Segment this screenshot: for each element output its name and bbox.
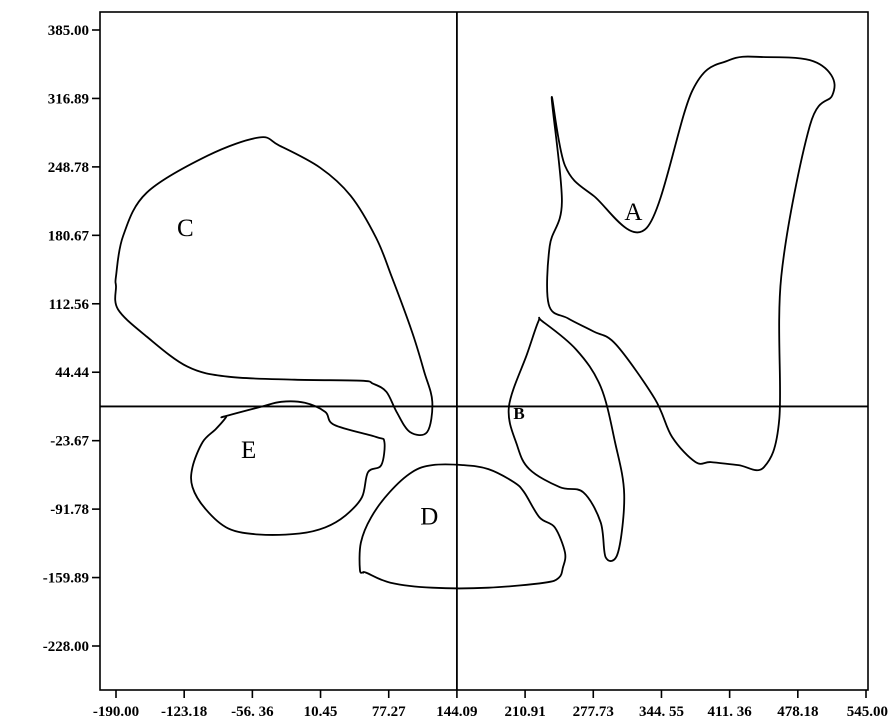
x-axis: -190.00 -123.18 -56. 36 10.45 77.27 144.09 210… — [93, 690, 888, 720]
region-b: B — [509, 318, 625, 561]
region-c-label: C — [177, 215, 194, 242]
y-tick-label: -228.00 — [43, 639, 89, 655]
x-tick-label: -56. 36 — [231, 704, 274, 720]
y-tick-label: 44.44 — [55, 365, 89, 381]
x-tick-label: -123.18 — [161, 704, 207, 720]
y-tick-label: 316.89 — [48, 91, 89, 107]
region-e-outline — [191, 401, 385, 534]
x-tick-label: 545.00 — [847, 704, 888, 720]
x-tick-label: 10.45 — [304, 704, 338, 720]
y-tick-label: 385.00 — [48, 23, 89, 39]
region-e-label: E — [241, 437, 256, 464]
regions: A B C E D — [115, 57, 834, 589]
x-tick-label: 277.73 — [573, 704, 614, 720]
x-tick-label: -190.00 — [93, 704, 139, 720]
y-tick-label: 180.67 — [48, 228, 90, 244]
y-tick-label: 112.56 — [49, 297, 90, 313]
x-tick-label: 344. 55 — [639, 704, 684, 720]
region-c: C — [115, 137, 432, 435]
y-tick-label: 248.78 — [48, 160, 89, 176]
x-tick-label: 210.91 — [504, 704, 545, 720]
region-a-label: A — [624, 199, 642, 226]
region-e: E — [191, 401, 385, 534]
y-tick-label: -91.78 — [50, 502, 89, 518]
region-c-outline — [115, 137, 432, 435]
region-b-label: B — [513, 404, 524, 423]
x-tick-label: 478.18 — [777, 704, 818, 720]
y-axis: 385.00 316.89 248.78 180.67 112.56 44.44 -23.6… — [43, 23, 100, 655]
region-a: A — [547, 57, 835, 471]
y-tick-label: -23.67 — [50, 434, 89, 450]
y-tick-label: -159.89 — [43, 571, 89, 587]
region-d-label: D — [420, 503, 438, 530]
x-tick-label: 144.09 — [436, 704, 477, 720]
region-b-outline — [509, 318, 625, 561]
region-d: D — [360, 464, 566, 588]
region-d-outline — [360, 464, 566, 588]
region-a-outline — [547, 57, 835, 471]
x-tick-label: 411. 36 — [708, 704, 753, 720]
x-tick-label: 77.27 — [372, 704, 406, 720]
